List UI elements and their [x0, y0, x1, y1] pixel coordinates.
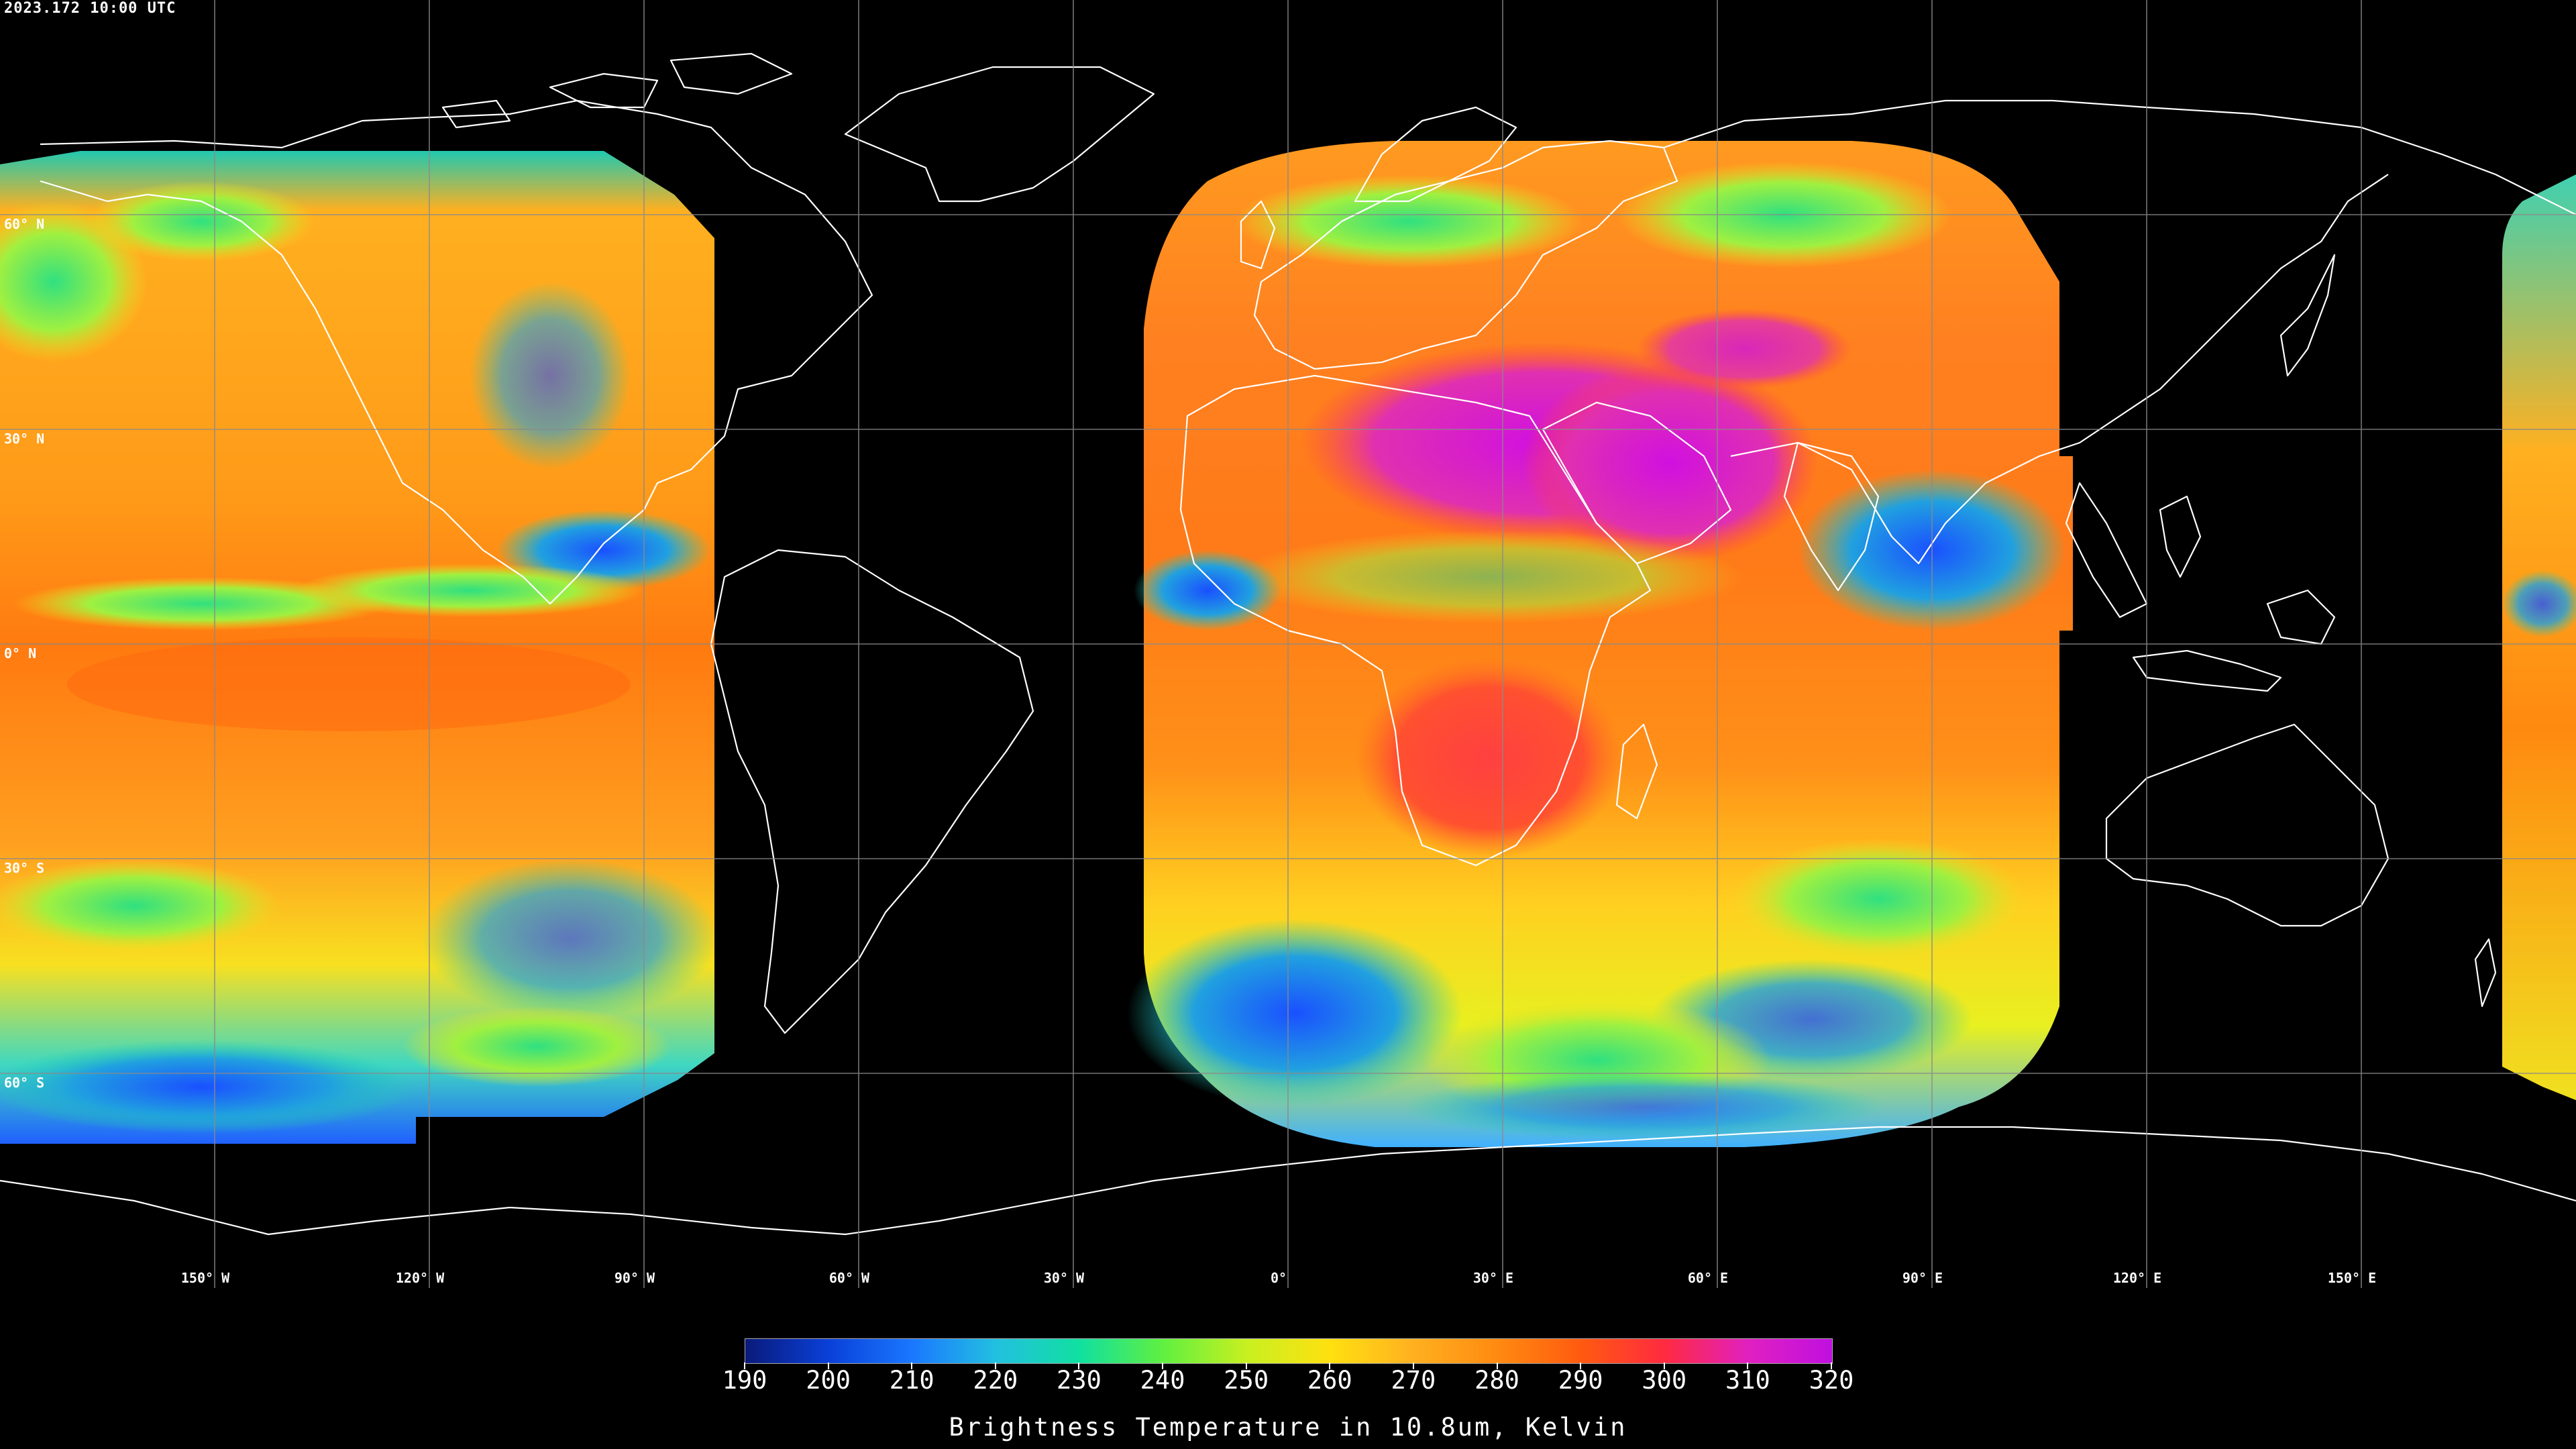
- colorbar-tick-mark: [1496, 1362, 1498, 1369]
- west-satellite-swath: [0, 151, 718, 1144]
- timestamp-label: 2023.172 10:00 UTC: [4, 0, 176, 17]
- lon-label-60w: 60° W: [828, 1270, 870, 1286]
- colorbar-tick-label: 210: [889, 1366, 934, 1395]
- lon-label-120w: 120° W: [395, 1270, 445, 1286]
- colorbar-tick-label: 300: [1642, 1366, 1687, 1395]
- east-satellite-swath: [1127, 141, 2073, 1147]
- satellite-map: [0, 0, 2576, 1288]
- colorbar-tick-label: 230: [1057, 1366, 1102, 1395]
- right-satellite-swath: [2502, 174, 2576, 1100]
- lat-label-0n: 0° N: [4, 645, 37, 661]
- colorbar-tick-mark: [1245, 1362, 1247, 1369]
- colorbar-tick-mark: [744, 1362, 745, 1369]
- lat-label-30s: 30° S: [4, 860, 45, 876]
- colorbar-tick-mark: [911, 1362, 913, 1369]
- colorbar-tick-label: 310: [1725, 1366, 1770, 1395]
- lon-label-30w: 30° W: [1043, 1270, 1085, 1286]
- colorbar-tick-mark: [827, 1362, 829, 1369]
- colorbar-tick-mark: [1162, 1362, 1164, 1369]
- colorbar-tick-label: 260: [1307, 1366, 1352, 1395]
- colorbar-tick-mark: [1831, 1362, 1832, 1369]
- lon-label-120e: 120° E: [2112, 1270, 2162, 1286]
- colorbar-tick-label: 250: [1224, 1366, 1269, 1395]
- colorbar-tick-label: 220: [973, 1366, 1018, 1395]
- lat-label-30n: 30° N: [4, 431, 45, 447]
- colorbar-tick-label: 190: [722, 1366, 767, 1395]
- colorbar-tick-mark: [1580, 1362, 1582, 1369]
- colorbar-tick-mark: [1747, 1362, 1749, 1369]
- lon-label-30e: 30° E: [1472, 1270, 1514, 1286]
- colorbar-tick-label: 200: [806, 1366, 851, 1395]
- colorbar-tick-label: 320: [1809, 1366, 1854, 1395]
- coastlines: [0, 52, 2576, 1236]
- lon-label-90e: 90° E: [1902, 1270, 1943, 1286]
- colorbar-tick-mark: [1663, 1362, 1665, 1369]
- colorbar-tick-label: 280: [1474, 1366, 1519, 1395]
- graticule: [0, 0, 2576, 1288]
- colorbar-tick-label: 270: [1391, 1366, 1436, 1395]
- colorbar-tick-mark: [1412, 1362, 1414, 1369]
- colorbar-title: Brightness Temperature in 10.8um, Kelvin: [949, 1413, 1627, 1442]
- colorbar-tick-mark: [1329, 1362, 1331, 1369]
- colorbar-tick-mark: [1078, 1362, 1080, 1369]
- lon-label-90w: 90° W: [614, 1270, 655, 1286]
- lon-label-150e: 150° E: [2327, 1270, 2377, 1286]
- colorbar: [745, 1338, 1833, 1364]
- colorbar-tick-label: 240: [1140, 1366, 1185, 1395]
- lon-label-150w: 150° W: [180, 1270, 230, 1286]
- lon-label-0: 0°: [1270, 1270, 1287, 1286]
- lon-label-60e: 60° E: [1687, 1270, 1729, 1286]
- colorbar-tick-label: 290: [1558, 1366, 1603, 1395]
- lat-label-60n: 60° N: [4, 216, 45, 232]
- lat-label-60s: 60° S: [4, 1075, 45, 1091]
- colorbar-tick-mark: [994, 1362, 996, 1369]
